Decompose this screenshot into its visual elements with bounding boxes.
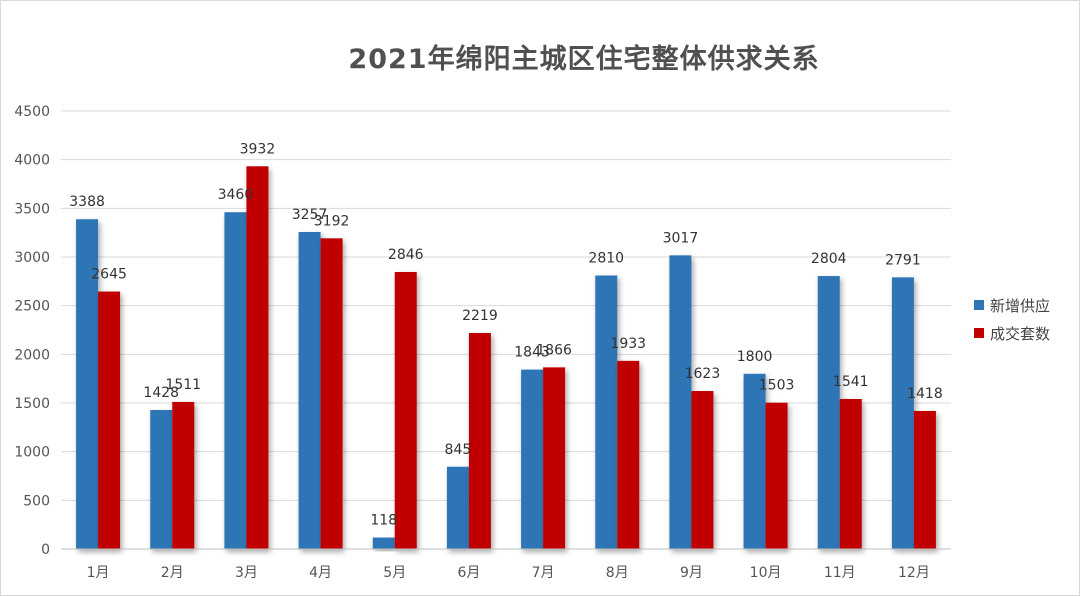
bar-sales <box>320 238 343 549</box>
bar-sales <box>468 333 491 549</box>
data-label: 2810 <box>588 250 624 266</box>
bar-sales <box>543 367 566 549</box>
y-axis: 0 500 1000 1500 2000 2500 3000 3500 4000 4500 <box>14 104 50 558</box>
x-tick-label: 7月 <box>532 565 555 581</box>
data-label: 2846 <box>388 247 424 263</box>
data-label: 2645 <box>91 267 127 283</box>
data-label: 1843 <box>514 345 550 361</box>
bar-sales <box>246 166 269 549</box>
data-label: 1933 <box>610 336 646 352</box>
bar-sales <box>394 271 417 549</box>
bar-sales <box>765 402 788 549</box>
gridlines <box>61 110 951 550</box>
x-tick-label: 6月 <box>457 565 480 581</box>
bar-supply <box>372 537 395 549</box>
x-tick-label: 4月 <box>309 565 332 581</box>
y-tick-label: 2500 <box>14 299 50 315</box>
chart-title: 2021年绵阳主城区住宅整体供求关系 <box>348 44 820 75</box>
x-tick-label: 3月 <box>235 565 258 581</box>
data-label: 2804 <box>811 251 847 267</box>
data-label: 1418 <box>907 386 943 402</box>
x-axis: 1月 2月 3月 4月 5月 6月 7月 8月 9月 10月 11月 12月 <box>61 548 951 581</box>
data-label: 1428 <box>143 385 179 401</box>
data-label: 1623 <box>685 366 721 382</box>
data-label: 845 <box>445 442 472 458</box>
data-label: 2219 <box>462 308 498 324</box>
y-tick-label: 2000 <box>14 347 50 363</box>
bar-sales <box>98 291 121 549</box>
data-label: 3257 <box>292 207 328 223</box>
legend-label-supply: 新增供应 <box>990 296 1051 315</box>
bar-supply <box>743 373 766 549</box>
legend-item-sales: 成交套数 <box>974 319 1050 347</box>
data-label: 3460 <box>218 187 254 203</box>
legend: 新增供应 成交套数 <box>974 291 1050 347</box>
legend-item-supply: 新增供应 <box>974 291 1050 319</box>
x-tick-label: 10月 <box>750 565 782 581</box>
bar-supply <box>891 277 914 549</box>
x-tick-label: 5月 <box>383 565 406 581</box>
y-tick-label: 1000 <box>14 445 50 461</box>
y-tick-label: 1500 <box>14 396 50 412</box>
legend-swatch-sales <box>974 328 984 338</box>
data-label: 1800 <box>737 349 773 365</box>
data-label: 3192 <box>314 213 350 229</box>
bar-sales <box>617 360 640 549</box>
bar-supply <box>150 410 173 549</box>
data-label: 1511 <box>165 377 201 393</box>
y-tick-label: 3000 <box>14 250 50 266</box>
legend-swatch-supply <box>974 300 984 310</box>
bar-supply <box>521 369 544 549</box>
bar-sales <box>172 401 195 549</box>
data-label: 1503 <box>759 378 795 394</box>
y-tick-label: 500 <box>23 493 50 509</box>
y-tick-label: 4000 <box>14 153 50 169</box>
data-label: 1866 <box>536 342 572 358</box>
data-label: 3017 <box>663 230 699 246</box>
x-tick-label: 9月 <box>680 565 703 581</box>
bar-supply <box>817 276 840 549</box>
bar-supply <box>595 275 618 549</box>
bar-sales <box>839 399 862 549</box>
x-tick-label: 1月 <box>87 565 110 581</box>
bar-supply <box>669 255 692 549</box>
y-tick-label: 4500 <box>14 104 50 120</box>
data-label: 1541 <box>833 374 869 390</box>
bar-supply <box>298 231 321 549</box>
bar-sales <box>691 391 714 549</box>
bar-supply <box>446 466 469 549</box>
x-tick-label: 2月 <box>161 565 184 581</box>
y-tick-label: 3500 <box>14 201 50 217</box>
x-tick-label: 8月 <box>606 565 629 581</box>
data-label: 3932 <box>240 141 276 157</box>
x-tick-label: 11月 <box>824 565 856 581</box>
bar-supply <box>224 212 247 549</box>
x-tick-label: 12月 <box>898 565 930 581</box>
data-label: 2791 <box>885 252 921 268</box>
bar-supply <box>76 219 99 549</box>
bars <box>76 166 936 549</box>
y-tick-label: 0 <box>41 542 50 558</box>
legend-label-sales: 成交套数 <box>990 324 1051 343</box>
data-label: 118 <box>370 513 397 529</box>
bar-sales <box>913 410 936 549</box>
data-label: 3388 <box>69 194 105 210</box>
